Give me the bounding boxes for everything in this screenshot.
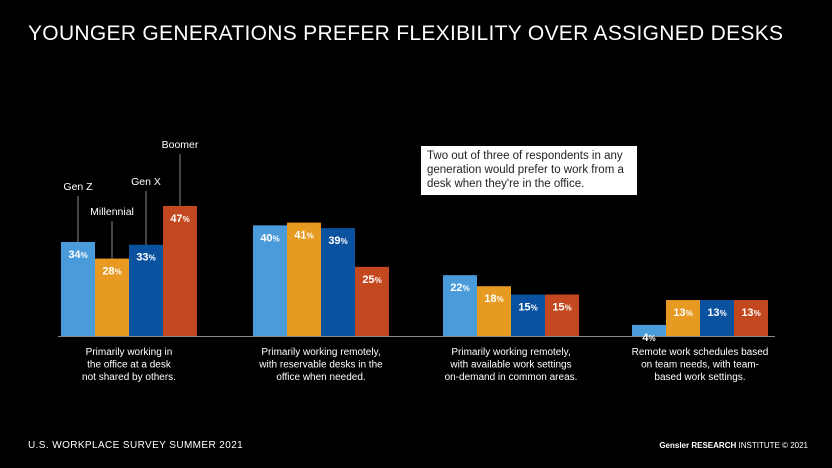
data-label: 13% [673, 307, 692, 319]
brand-research: RESEARCH [691, 441, 737, 450]
bar-millennial-3 [477, 286, 511, 336]
category-label: with available work settings [449, 360, 571, 371]
category-label: Primarily working remotely, [451, 347, 570, 358]
legend-label-millennial: Millennial [90, 206, 134, 218]
category-label: Primarily working remotely, [261, 347, 380, 358]
data-label: 4% [642, 332, 655, 344]
brand-footer: Gensler RESEARCH INSTITUTE © 2021 [659, 441, 808, 450]
data-label: 39% [328, 235, 347, 247]
bar-gen-z-1 [61, 241, 95, 336]
data-label: 47% [170, 213, 189, 225]
data-label: 34% [68, 249, 87, 261]
bar-boomer-2 [355, 266, 389, 336]
bar-millennial-4 [666, 300, 700, 336]
data-label: 41% [294, 230, 313, 242]
bar-boomer-1 [163, 206, 197, 336]
category-label: based work settings. [654, 372, 745, 383]
data-label: 18% [484, 293, 503, 305]
bar-gen-x-3 [511, 294, 545, 336]
category-label: on-demand in common areas. [445, 372, 578, 383]
brand-copyright: © 2021 [782, 441, 808, 450]
data-label: 15% [518, 302, 537, 314]
category-label: office when needed. [276, 372, 365, 383]
brand-institute: INSTITUTE [738, 441, 780, 450]
data-label: 13% [741, 307, 760, 319]
bar-gen-x-1 [129, 244, 163, 336]
category-label: Primarily working in [86, 347, 173, 358]
data-label: 13% [707, 307, 726, 319]
data-label: 15% [552, 302, 571, 314]
category-label: not shared by others. [82, 372, 176, 383]
category-label: on team needs, with team- [641, 360, 759, 371]
legend-label-gen-x: Gen X [131, 176, 161, 188]
bar-gen-z-2 [253, 225, 287, 336]
bar-boomer-4 [734, 300, 768, 336]
chart-title: YOUNGER GENERATIONS PREFER FLEXIBILITY O… [28, 22, 784, 45]
bar-gen-x-4 [700, 300, 734, 336]
data-label: 28% [102, 266, 121, 278]
bar-gen-z-4 [632, 324, 666, 336]
bar-millennial-1 [95, 258, 129, 336]
data-label: 22% [450, 282, 469, 294]
bar-gen-z-3 [443, 275, 477, 336]
brand-name: Gensler [659, 441, 690, 450]
category-label: Remote work schedules based [632, 347, 769, 358]
legend-label-gen-z: Gen Z [63, 181, 93, 193]
bar-millennial-2 [287, 222, 321, 336]
callout-note: Two out of three of respondents in any g… [421, 146, 637, 195]
data-label: 33% [136, 252, 155, 264]
data-label: 40% [260, 232, 279, 244]
survey-footer: U.S. WORKPLACE SURVEY SUMMER 2021 [28, 440, 244, 451]
category-label: the office at a desk [87, 360, 172, 371]
data-label: 25% [362, 274, 381, 286]
category-label: with reservable desks in the [258, 360, 383, 371]
legend-label-boomer: Boomer [162, 139, 199, 151]
bar-boomer-3 [545, 294, 579, 336]
bar-gen-x-2 [321, 228, 355, 336]
